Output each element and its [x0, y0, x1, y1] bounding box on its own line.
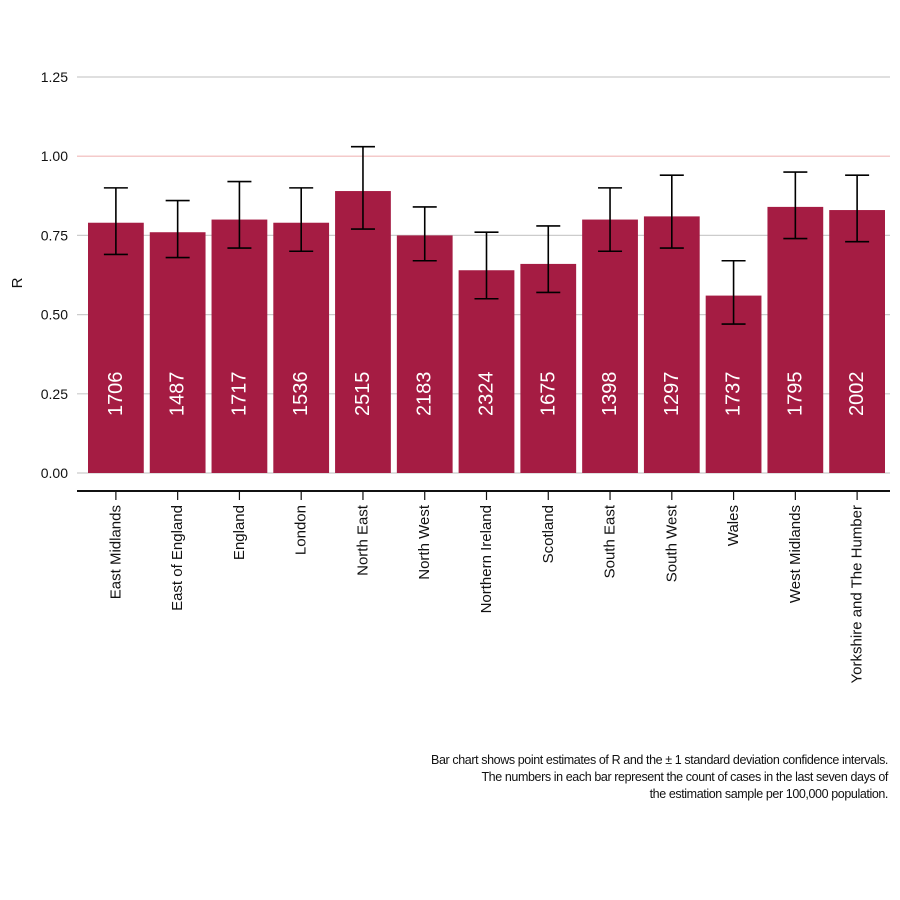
bar-value-label: 2515: [352, 372, 374, 417]
x-tick-label: West Midlands: [787, 505, 804, 603]
bar: [149, 232, 206, 473]
bar-value-label: 1675: [537, 372, 559, 417]
y-tick-label: 1.25: [41, 69, 68, 85]
y-tick-label: 0.00: [41, 465, 68, 481]
bar: [273, 222, 330, 473]
footnote-line-1: Bar chart shows point estimates of R and…: [431, 753, 888, 767]
x-tick-label: Scotland: [540, 505, 557, 563]
footnote-line-2: The numbers in each bar represent the co…: [481, 770, 888, 784]
bar: [582, 219, 638, 473]
x-tick-label: South West: [663, 504, 680, 582]
y-tick-label: 1.00: [41, 148, 68, 164]
x-tick-label: London: [293, 505, 310, 555]
bar: [643, 216, 700, 473]
y-tick-label: 0.50: [41, 307, 68, 323]
x-tick-label: East of England: [169, 505, 186, 611]
x-tick-label: Wales: [725, 505, 742, 546]
bar: [211, 219, 268, 473]
chart-footnote: Bar chart shows point estimates of R and…: [188, 752, 888, 803]
y-tick-label: 0.25: [41, 386, 68, 402]
bar: [767, 206, 824, 473]
x-tick-label: East Midlands: [107, 505, 124, 599]
bar-value-label: 1717: [228, 372, 250, 417]
bar-value-label: 1737: [723, 372, 745, 417]
bar: [829, 210, 885, 473]
bar-value-label: 1297: [661, 372, 683, 417]
y-tick-label: 0.75: [41, 227, 68, 243]
x-tick-label: Northern Ireland: [478, 505, 495, 613]
bar: [396, 235, 453, 473]
bar: [520, 263, 577, 473]
bar: [335, 191, 391, 473]
bar-value-label: 2324: [476, 372, 498, 417]
bar: [88, 222, 144, 473]
x-tick-label: Yorkshire and The Humber: [849, 505, 866, 683]
bar-value-label: 1536: [290, 372, 312, 417]
bar-value-label: 2183: [414, 372, 436, 417]
x-tick-label: England: [231, 505, 248, 560]
bar-value-label: 1795: [784, 372, 806, 417]
x-tick-label: North West: [416, 504, 433, 580]
bar: [705, 295, 762, 473]
bar-value-label: 2002: [846, 372, 868, 417]
bar: [458, 270, 515, 473]
footnote-line-3: the estimation sample per 100,000 popula…: [649, 787, 889, 801]
bar-value-label: 1706: [105, 372, 127, 417]
y-axis-label: R: [9, 277, 26, 288]
x-tick-label: South East: [602, 504, 619, 578]
x-tick-label: North East: [354, 504, 371, 576]
bar-value-label: 1398: [599, 372, 621, 417]
bar-value-label: 1487: [167, 372, 189, 417]
